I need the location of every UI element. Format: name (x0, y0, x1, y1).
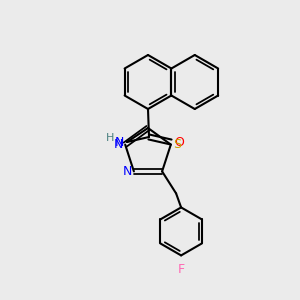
Text: H: H (106, 133, 114, 143)
Text: S: S (173, 138, 181, 151)
Text: N: N (114, 138, 123, 151)
Text: N: N (115, 136, 124, 148)
Text: N: N (122, 165, 132, 178)
Text: O: O (174, 136, 184, 149)
Text: F: F (178, 263, 185, 276)
